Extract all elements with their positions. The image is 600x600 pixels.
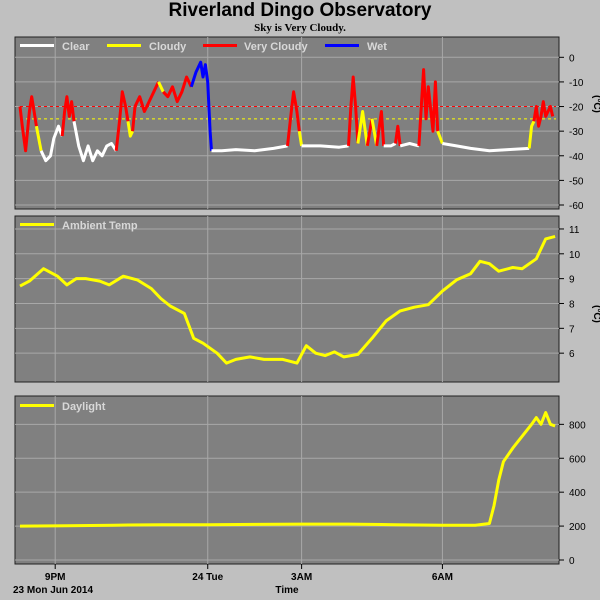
legend-swatch-cloudy [107, 44, 141, 47]
legend-label-wet: Wet [367, 41, 387, 53]
series-line-wet [189, 60, 213, 151]
series-line-very-cloudy [18, 95, 38, 153]
x-axis-ticks: 9PM 24 Tue 3AM 6AM [45, 564, 453, 583]
y-tick-label: 9 [569, 275, 575, 286]
series-line-very-cloudy [162, 75, 193, 104]
series-line-very-cloudy [394, 124, 402, 147]
daylight-legend: Daylight [20, 401, 106, 413]
y-tick-label: 600 [569, 454, 586, 465]
legend-swatch-ambient-temp [20, 223, 54, 226]
legend-swatch-very-cloudy [203, 44, 237, 47]
series-line-clear [211, 144, 288, 153]
series-line-cloudy [436, 130, 444, 145]
legend-label-clear: Clear [62, 41, 90, 53]
y-tick-label: 200 [569, 522, 586, 533]
temp-grid [15, 216, 559, 382]
y-tick-label: -10 [569, 78, 584, 89]
sky-y-ticks: 0 -10 -20 -30 -40 -50 -60 [559, 53, 584, 212]
x-tick-label: 9PM [45, 572, 66, 583]
sky-y-unit: (°C) [591, 95, 600, 113]
sky-thresholds [20, 106, 556, 120]
legend-label-daylight: Daylight [62, 401, 106, 413]
y-tick-label: 6 [569, 349, 575, 360]
series-line-very-cloudy [286, 90, 301, 147]
series-line-clear [399, 142, 420, 148]
series-line-very-cloudy [347, 75, 360, 146]
series-line-cloudy [527, 120, 536, 149]
y-tick-label: 8 [569, 299, 575, 310]
series-line-cloudy [356, 110, 369, 147]
x-tick-label: 3AM [291, 572, 312, 583]
page-subtitle: Sky is Very Cloudy. [254, 22, 346, 34]
date-label: 23 Mon Jun 2014 [13, 585, 93, 596]
y-tick-label: -40 [569, 152, 584, 163]
series-line-very-cloudy [417, 68, 440, 146]
y-tick-label: 7 [569, 324, 575, 335]
x-tick-label: 6AM [432, 572, 453, 583]
y-tick-label: 800 [569, 420, 586, 431]
daylight-series [19, 411, 556, 528]
series-line-clear [39, 124, 64, 163]
temp-legend: Ambient Temp [20, 220, 138, 232]
page-title: Riverland Dingo Observatory [168, 0, 432, 21]
series-line-very-cloudy [375, 110, 386, 147]
y-tick-label: -30 [569, 127, 584, 138]
series-line-cloudy [157, 81, 165, 93]
series-line-ambient-temp [19, 234, 556, 365]
daylight-y-ticks: 0 200 400 600 800 [559, 420, 586, 567]
y-tick-label: 400 [569, 488, 586, 499]
legend-swatch-clear [20, 44, 54, 47]
temp-y-unit: (°C) [591, 305, 600, 323]
series-line-very-cloudy [60, 95, 76, 137]
series-line-very-cloudy [532, 100, 555, 128]
series-line-clear [72, 121, 118, 163]
x-axis-title: Time [275, 585, 299, 596]
legend-label-ambient-temp: Ambient Temp [62, 220, 138, 232]
x-tick-label: 24 Tue [192, 572, 223, 583]
sky-panel: Clear Cloudy Very Cloudy Wet 0 -10 -20 -30 -… [14, 36, 600, 212]
series-line-daylight [19, 411, 556, 528]
y-tick-label: 11 [569, 225, 580, 236]
sky-legend: Clear Cloudy Very Cloudy Wet [20, 41, 387, 53]
y-tick-label: -20 [569, 103, 584, 114]
series-line-clear [301, 144, 349, 149]
temp-series [19, 234, 556, 365]
y-tick-label: 0 [569, 556, 575, 567]
y-tick-label: -50 [569, 176, 584, 187]
legend-swatch-daylight [20, 404, 54, 407]
y-tick-label: 10 [569, 250, 581, 261]
legend-label-cloudy: Cloudy [149, 41, 187, 53]
series-line-clear [442, 142, 530, 153]
series-line-cloudy [126, 121, 134, 138]
temp-y-ticks: 6 7 8 9 10 11 [559, 225, 581, 360]
y-tick-label: 0 [569, 53, 575, 64]
legend-label-very-cloudy: Very Cloudy [244, 41, 308, 53]
series-line-very-cloudy [131, 81, 160, 132]
sky-series [18, 60, 555, 163]
y-tick-label: -60 [569, 201, 584, 212]
series-line-very-cloudy [114, 90, 130, 151]
daylight-panel: Daylight 0 200 400 600 800 [14, 395, 586, 567]
series-line-clear [383, 142, 397, 148]
series-line-cloudy [34, 125, 43, 152]
series-line-very-cloudy [365, 118, 374, 147]
legend-swatch-wet [325, 44, 359, 47]
temp-panel: Ambient Temp 6 7 8 9 10 11 (°C) [14, 215, 600, 383]
series-line-cloudy [297, 130, 304, 147]
